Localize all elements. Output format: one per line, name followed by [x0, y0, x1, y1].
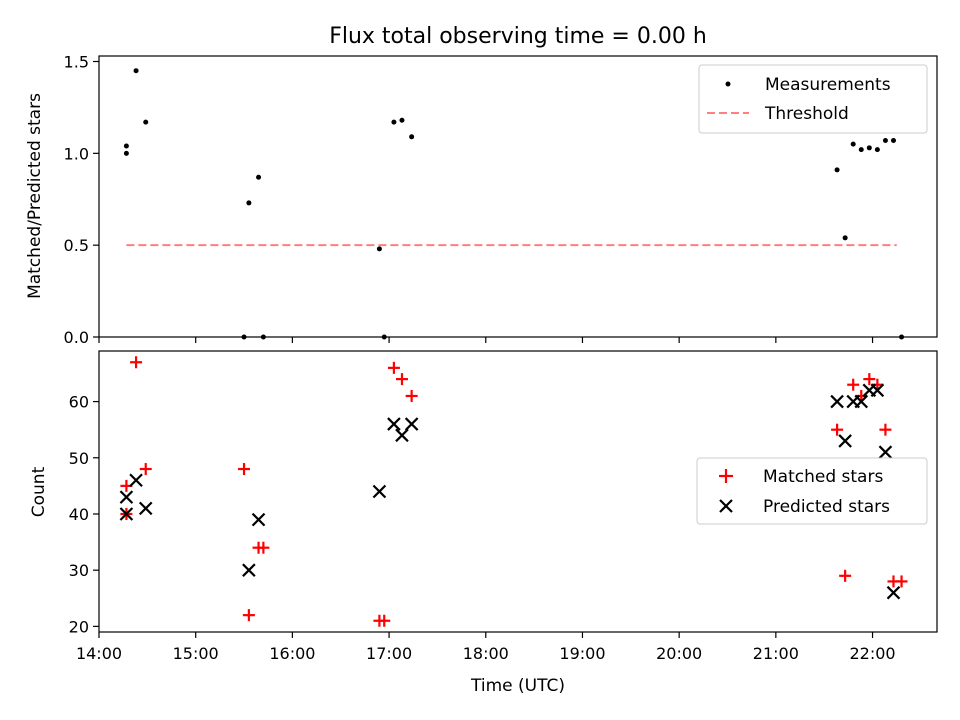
top-y-axis-label: Matched/Predicted stars: [25, 93, 45, 299]
measurement-point: [874, 147, 880, 153]
legend-measurements-label: Measurements: [765, 75, 891, 95]
top-y-tick-label: 1.5: [64, 53, 89, 72]
matched-star-point: [257, 541, 270, 554]
matched-star-point: [242, 609, 255, 622]
x-tick-label: 17:00: [366, 644, 412, 663]
predicted-star-point: [838, 434, 852, 448]
top-legend-box: [698, 64, 928, 134]
bottom-y-axis-label: Count: [29, 466, 49, 517]
measurement-point: [850, 141, 856, 147]
chart-title: Flux total observing time = 0.00 h: [329, 24, 707, 49]
measurement-point: [256, 174, 262, 180]
top-panel: 0.0 0.5 1.0 1.5 Matched/Predicted stars Mea…: [25, 53, 938, 347]
top-plot-marks: [123, 68, 905, 340]
legend-matched-marker: [719, 469, 733, 483]
matched-star-point: [395, 373, 408, 386]
bottom-y-tick-label: 30: [69, 561, 89, 580]
top-axes: 0.0 0.5 1.0 1.5: [64, 53, 874, 347]
predicted-star-point: [129, 473, 143, 488]
x-axis-label: Time (UTC): [470, 676, 565, 696]
x-tick-label: 19:00: [559, 644, 605, 663]
x-tick-label: 20:00: [656, 644, 702, 663]
x-tick-label: 15:00: [173, 644, 219, 663]
x-tick-label: 16:00: [269, 644, 315, 663]
predicted-star-point: [404, 417, 419, 431]
bottom-y-tick-label: 50: [69, 449, 89, 468]
measurement-point: [409, 134, 415, 140]
matched-star-point: [387, 361, 400, 374]
measurement-point: [246, 200, 252, 206]
bottom-panel: 20 30 40 50 60 14:00 15:00 16:00 17:00 18:00 19:00…: [29, 350, 938, 696]
matched-star-point: [855, 389, 868, 402]
bottom-plot-frame: [98, 350, 938, 633]
predicted-star-point: [387, 417, 401, 431]
matched-star-point: [839, 569, 852, 582]
measurement-point: [399, 117, 405, 123]
predicted-star-point: [870, 383, 885, 398]
top-legend: Measurements Threshold: [698, 64, 928, 134]
matched-star-point: [895, 575, 908, 588]
bottom-legend: Matched stars Predicted stars: [696, 457, 928, 525]
measurement-point: [376, 246, 382, 252]
top-y-tick-label: 0.0: [64, 328, 89, 347]
measurement-point: [858, 147, 864, 153]
measurement-point: [123, 143, 129, 149]
bottom-y-tick-label: 20: [69, 617, 89, 636]
predicted-star-point: [242, 563, 256, 577]
matched-star-point: [130, 356, 143, 369]
bottom-axes: 20 30 40 50 60 14:00 15:00 16:00 17:00 18:00 19:00…: [69, 393, 896, 663]
x-tick-label: 14:00: [76, 644, 122, 663]
legend-predicted-label: Predicted stars: [763, 497, 890, 517]
x-tick-label: 18:00: [463, 644, 509, 663]
matched-star-point: [863, 373, 876, 386]
bottom-plot-marks: [119, 356, 908, 627]
predicted-star-point: [251, 512, 266, 527]
predicted-star-point: [138, 501, 153, 516]
measurement-point: [133, 68, 139, 74]
legend-threshold-label: Threshold: [764, 104, 849, 124]
measurement-point: [890, 137, 896, 143]
predicted-star-point: [878, 445, 893, 459]
matched-star-point: [847, 378, 860, 391]
measurement-point: [391, 119, 397, 125]
top-y-tick-label: 1.0: [64, 144, 89, 163]
top-plot-frame: [98, 55, 938, 338]
predicted-star-point: [886, 585, 901, 600]
measurement-point: [123, 150, 129, 156]
legend-predicted-marker: [719, 499, 733, 513]
measurement-point: [882, 137, 888, 143]
matched-star-point: [405, 389, 418, 402]
x-tick-label: 22:00: [849, 644, 895, 663]
measurement-point: [842, 235, 848, 241]
predicted-star-point: [119, 507, 134, 521]
predicted-star-point: [854, 394, 869, 409]
bottom-y-tick-label: 40: [69, 505, 89, 524]
matched-star-point: [831, 423, 844, 436]
matched-star-point: [871, 378, 884, 391]
predicted-star-point: [830, 394, 844, 409]
measurement-point: [866, 145, 872, 151]
bottom-y-tick-label: 60: [69, 393, 89, 412]
matched-star-point: [139, 463, 152, 476]
legend-matched-label: Matched stars: [763, 467, 883, 487]
matched-star-point: [238, 463, 251, 476]
predicted-star-point: [395, 428, 409, 443]
matched-star-point: [879, 423, 892, 436]
measurement-point: [834, 167, 840, 173]
x-tick-label: 21:00: [753, 644, 799, 663]
predicted-star-point: [372, 484, 387, 499]
legend-measurements-marker: [725, 81, 731, 87]
bottom-legend-box: [696, 457, 928, 525]
top-y-tick-label: 0.5: [64, 236, 89, 255]
predicted-star-point: [119, 490, 134, 504]
matched-star-point: [378, 614, 391, 627]
measurement-point: [143, 119, 149, 125]
